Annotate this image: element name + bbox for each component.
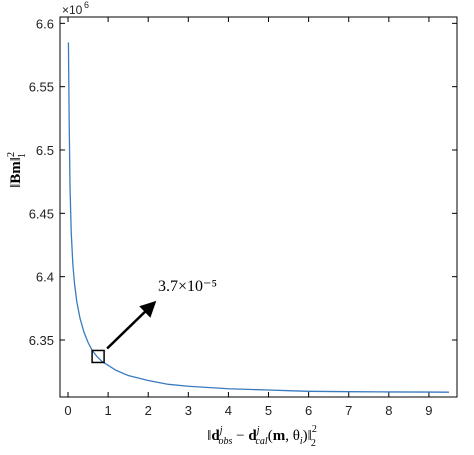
x-tick-label: 4	[225, 403, 232, 418]
svg-text:‖Bm‖21: ‖Bm‖21	[6, 152, 28, 188]
x-tick-label: 6	[305, 403, 312, 418]
x-tick-label: 7	[345, 403, 352, 418]
series-layer	[67, 42, 449, 393]
y-tick-label: 6.55	[29, 80, 54, 95]
y-tick-label: 6.6	[36, 16, 54, 31]
y-multiplier-exponent: 6	[84, 0, 89, 10]
plot-area-frame	[59, 16, 458, 398]
x-tick-label: 8	[385, 403, 392, 418]
x-tick-label: 1	[105, 403, 112, 418]
y-tick-label: 6.45	[29, 206, 54, 221]
annotation-marker	[91, 349, 105, 364]
y-tick-label: 6.4	[36, 270, 54, 285]
x-tick-label: 2	[145, 403, 152, 418]
x-axis-label: ‖dj obs − dj cal(m, θi)‖2 2	[207, 424, 317, 449]
x-tick-label: 5	[265, 403, 272, 418]
y-tick-label: 6.35	[29, 333, 54, 348]
annotation-arrowhead	[139, 300, 157, 318]
x-tick-label: 9	[425, 403, 432, 418]
annotation-label: 3.7×10⁻⁵	[158, 278, 217, 295]
y-tick-label: 6.5	[36, 143, 54, 158]
y-multiplier: ×10	[62, 3, 83, 17]
y-axis-label: ‖Bm‖21	[6, 152, 28, 188]
x-tick-label: 3	[185, 403, 192, 418]
series-line	[67, 42, 449, 393]
ticks-layer: 0 1 2 3 4 5 6 7 8 9 6.35 6.4 6.45 6.5 6.55 6.6	[29, 16, 457, 418]
x-tick-label: 0	[64, 403, 71, 418]
annotation-arrow	[106, 304, 153, 350]
